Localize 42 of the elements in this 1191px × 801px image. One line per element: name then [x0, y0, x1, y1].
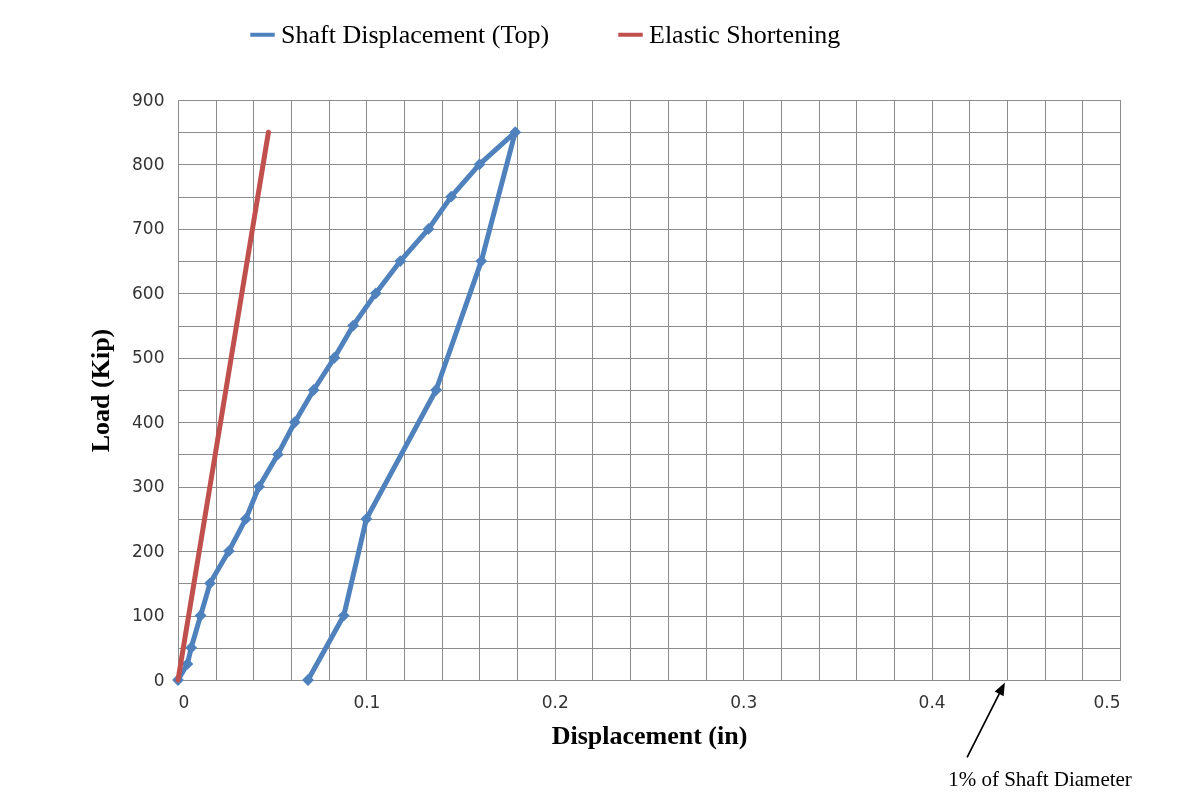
y-tick-label: 400 — [132, 411, 165, 432]
point — [307, 384, 320, 396]
x-tick-label: 0.4 — [918, 691, 946, 712]
point — [347, 319, 360, 332]
point — [445, 190, 458, 203]
legend-label: Elastic Shortening — [649, 19, 841, 49]
text: 1% of Shaft Diameter — [948, 767, 1132, 791]
point — [239, 512, 252, 525]
y-axis-title: Load (Kip) — [86, 328, 116, 453]
point — [360, 512, 373, 525]
point — [509, 126, 522, 139]
legend-label: Shaft Displacement (Top) — [281, 19, 550, 49]
point — [369, 287, 382, 300]
x-tick-label: 0.3 — [730, 691, 758, 712]
point — [222, 545, 235, 558]
x-tick-label: 0 — [178, 691, 190, 712]
point — [185, 641, 198, 654]
y-tick-label: 700 — [132, 218, 165, 239]
x-tick-label: 0.1 — [353, 691, 381, 712]
point — [430, 384, 443, 396]
point — [204, 577, 216, 590]
point — [194, 609, 207, 622]
y-tick-label: 600 — [132, 282, 165, 303]
x-tick-label: 0.5 — [1093, 691, 1121, 712]
point — [288, 416, 301, 429]
point — [271, 448, 284, 461]
y-tick-label: 300 — [132, 476, 165, 497]
y-tick-label: 900 — [132, 89, 165, 110]
point — [328, 351, 341, 364]
y-tick-label: 800 — [132, 153, 165, 174]
x-axis-title: Displacement (in) — [551, 720, 748, 750]
x-tick-label: 0.2 — [541, 691, 569, 712]
y-tick-label: 200 — [132, 540, 165, 561]
y-tick-label: 500 — [132, 347, 165, 368]
point — [475, 255, 488, 268]
point — [473, 158, 486, 171]
point — [422, 222, 435, 235]
point — [253, 480, 265, 493]
y-tick-label: 100 — [132, 605, 165, 626]
point — [337, 609, 350, 622]
y-tick-label: 0 — [153, 669, 165, 690]
point — [394, 255, 407, 268]
